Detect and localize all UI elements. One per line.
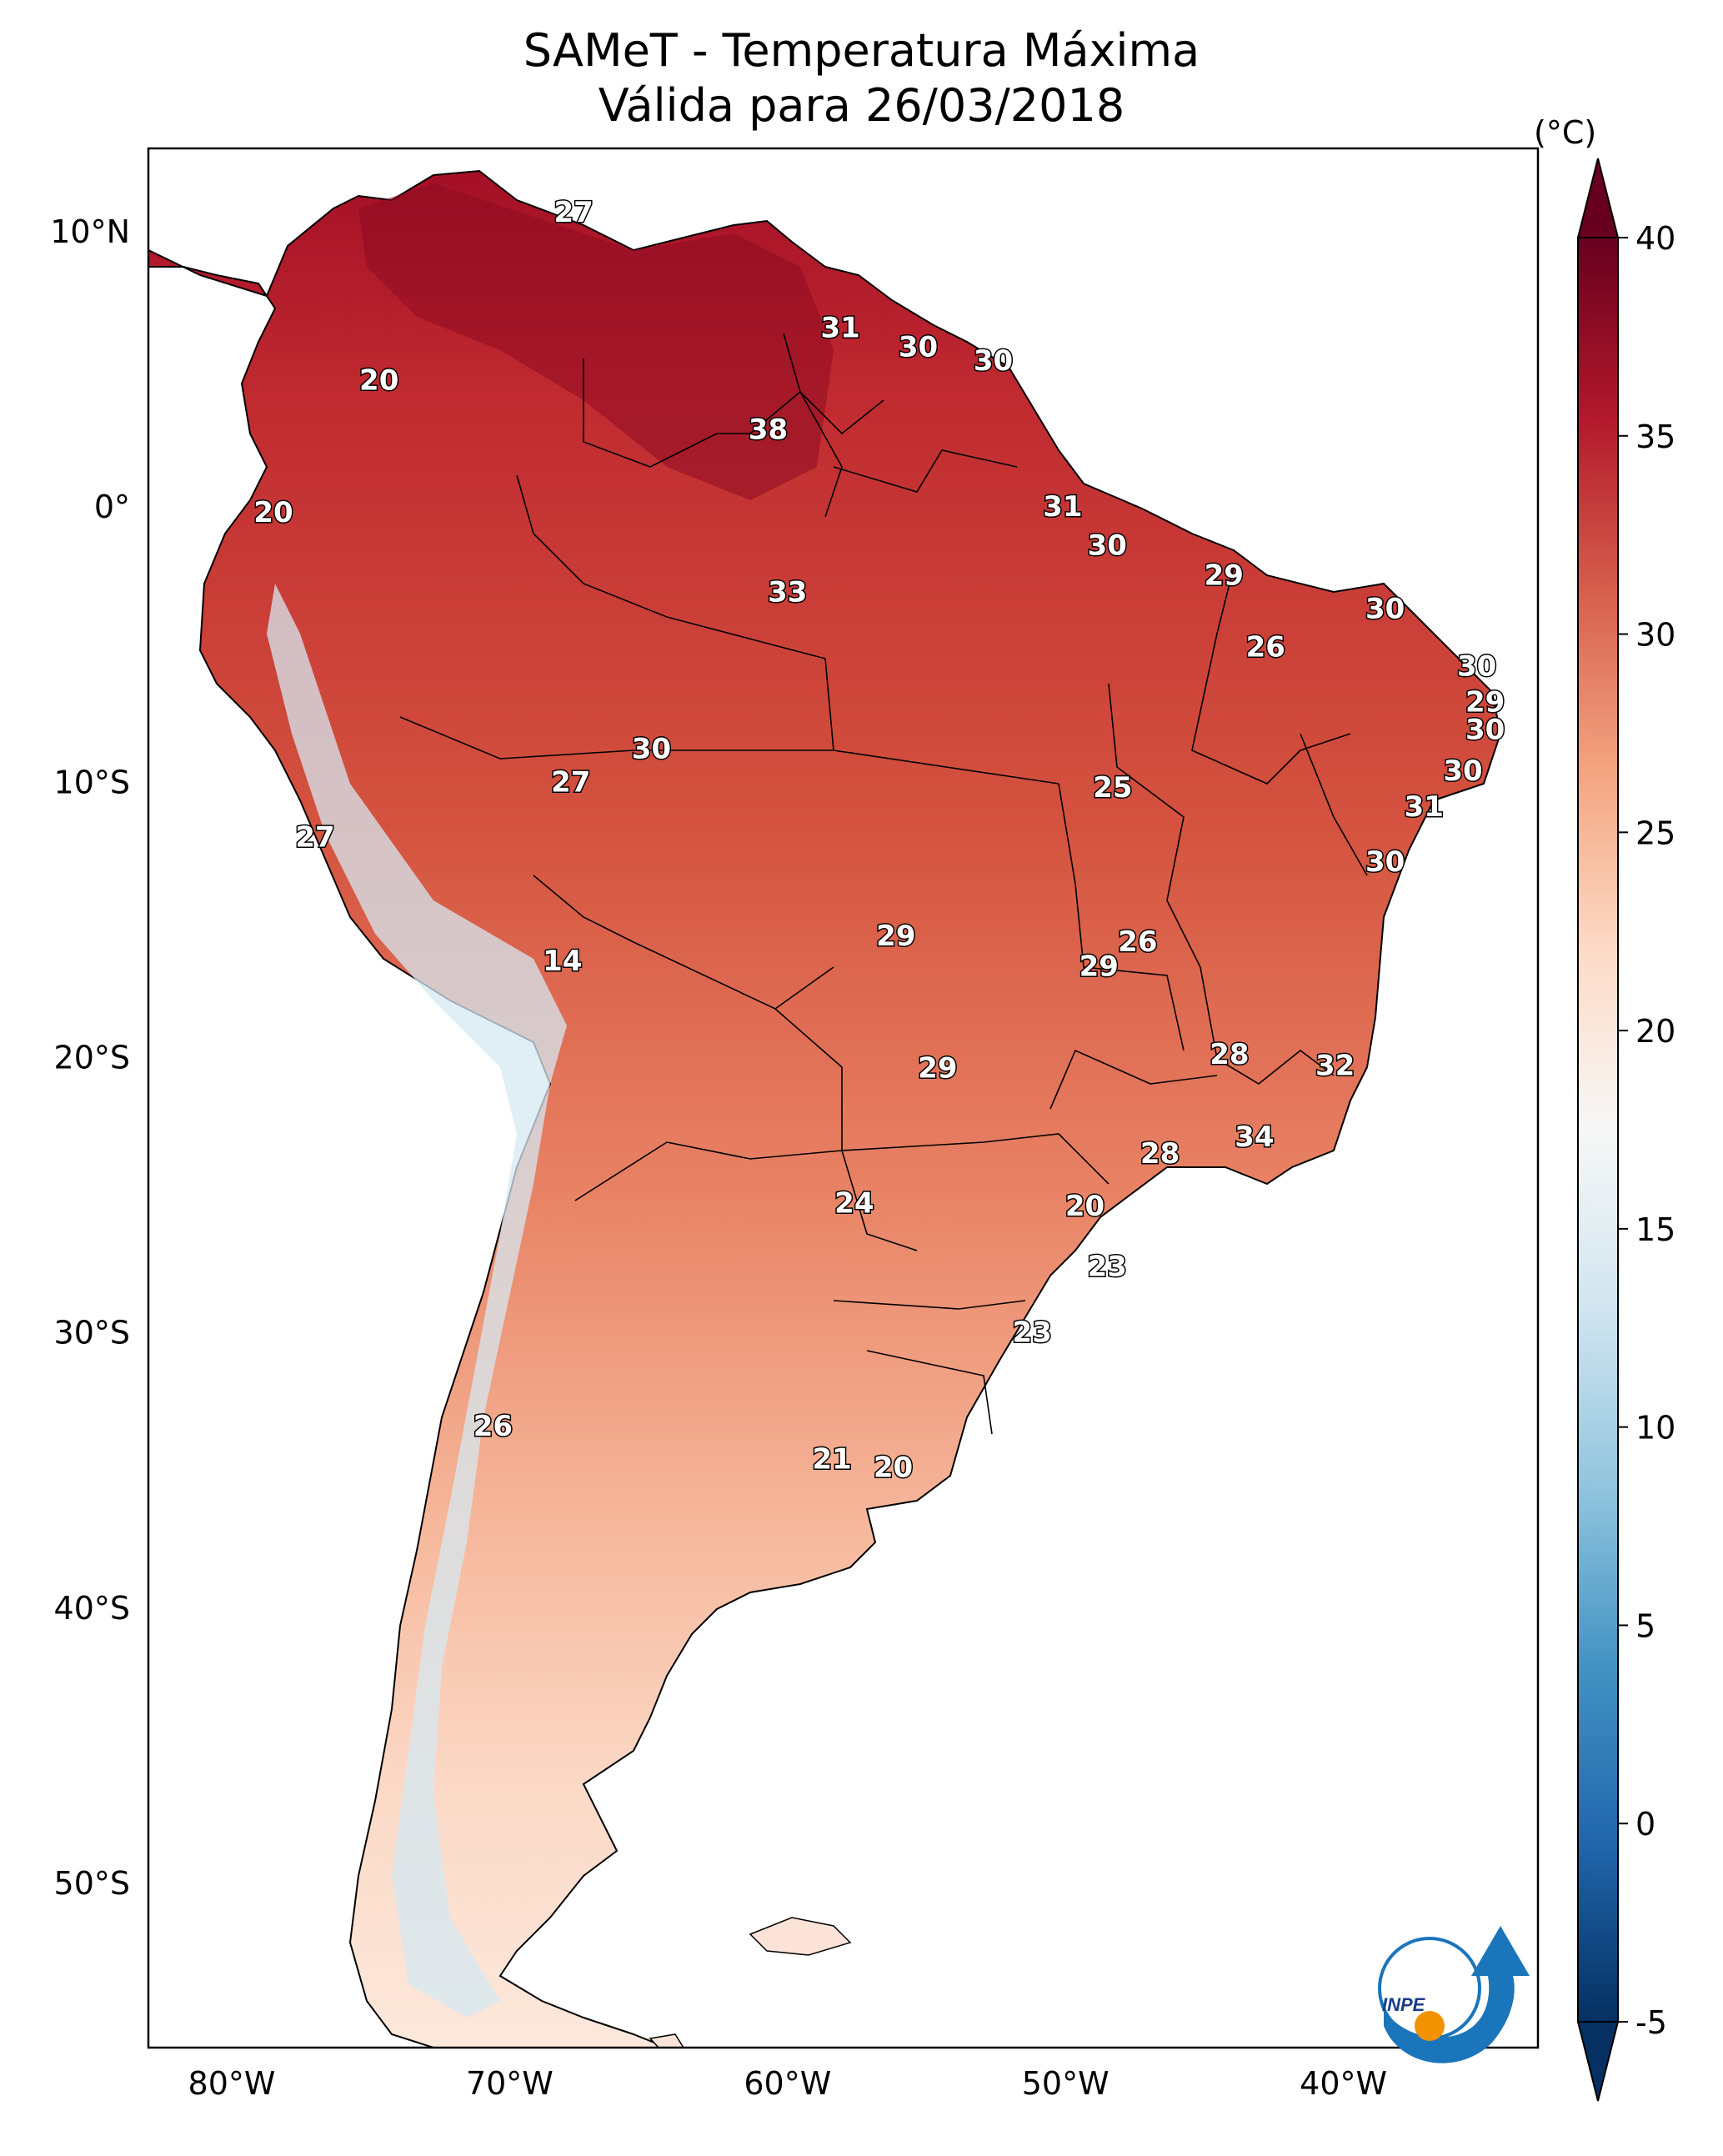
lat-tick-label: 10°N bbox=[50, 213, 130, 250]
colorbar-tick-label: 10 bbox=[1635, 1410, 1675, 1447]
station-value: 26 bbox=[1118, 925, 1157, 959]
station-value: 26 bbox=[1246, 631, 1285, 664]
colorbar-tick-label: 15 bbox=[1635, 1211, 1675, 1248]
latitude-axis: 10°N 0° 10°S 20°S 30°S 40°S 50°S bbox=[50, 213, 130, 1902]
logo-swoosh-icon bbox=[1384, 1926, 1530, 2063]
station-value: 28 bbox=[1140, 1137, 1180, 1171]
colorbar-tick-label: 40 bbox=[1635, 220, 1675, 257]
colorbar-tick-label: 35 bbox=[1635, 419, 1675, 455]
logo-text: INPE bbox=[1382, 1994, 1426, 2015]
station-value: 20 bbox=[253, 496, 293, 529]
station-value: 23 bbox=[1013, 1316, 1052, 1350]
andes-cool-band bbox=[267, 584, 567, 2018]
station-value: 32 bbox=[1315, 1049, 1355, 1082]
station-value: 30 bbox=[974, 344, 1013, 378]
colorbar-tick-label: 0 bbox=[1635, 1806, 1655, 1843]
country-borders bbox=[399, 333, 1368, 1435]
patagonia-islands bbox=[649, 1917, 852, 2048]
colorbar-tick-label: 30 bbox=[1635, 617, 1675, 654]
station-value: 29 bbox=[1465, 686, 1505, 720]
station-value: 30 bbox=[1465, 714, 1505, 747]
station-value: 30 bbox=[1443, 755, 1482, 788]
lat-tick-label: 50°S bbox=[54, 1865, 130, 1902]
lon-tick-label: 40°W bbox=[1300, 2065, 1387, 2102]
lat-tick-label: 0° bbox=[94, 489, 130, 525]
inpe-logo: INPE bbox=[1378, 1926, 1530, 2063]
station-value: 38 bbox=[749, 414, 788, 447]
lat-tick-label: 40°S bbox=[54, 1590, 130, 1627]
title-line-1: SAMeT - Temperatura Máxima bbox=[523, 24, 1200, 77]
station-value: 30 bbox=[1457, 650, 1496, 684]
lon-tick-label: 70°W bbox=[466, 2065, 553, 2102]
station-value: 26 bbox=[473, 1410, 513, 1443]
station-value: 27 bbox=[295, 820, 334, 854]
station-value: 31 bbox=[1043, 490, 1082, 524]
station-value: 21 bbox=[812, 1442, 851, 1476]
colorbar-tick-label: 5 bbox=[1635, 1607, 1655, 1644]
lat-tick-label: 30°S bbox=[54, 1315, 130, 1351]
station-value: 30 bbox=[899, 331, 938, 364]
station-value: 29 bbox=[1205, 559, 1244, 593]
logo-sun-icon bbox=[1415, 2011, 1445, 2041]
station-value: 28 bbox=[1210, 1038, 1249, 1071]
station-value: 25 bbox=[1093, 771, 1132, 805]
title-line-2: Válida para 26/03/2018 bbox=[598, 79, 1125, 132]
colorbar-tick-label: 25 bbox=[1635, 815, 1675, 851]
station-value: 33 bbox=[768, 576, 807, 609]
station-value: 29 bbox=[918, 1052, 957, 1086]
colorbar-upper-extension bbox=[1576, 158, 1620, 238]
map-frame bbox=[147, 147, 1540, 2049]
lat-tick-label: 10°S bbox=[54, 764, 130, 800]
longitude-axis: 80°W 70°W 60°W 50°W 40°W bbox=[188, 2065, 1388, 2102]
station-value: 27 bbox=[553, 196, 593, 229]
station-value: 29 bbox=[1079, 950, 1119, 984]
colorbar-tick-label: -5 bbox=[1635, 2004, 1667, 2041]
lon-tick-label: 50°W bbox=[1022, 2065, 1109, 2102]
lat-tick-label: 20°S bbox=[54, 1039, 130, 1075]
map-title: SAMeT - Temperatura Máxima Válida para 2… bbox=[0, 23, 1723, 133]
colorbar-unit: (°C) bbox=[1534, 114, 1596, 151]
station-value: 20 bbox=[874, 1451, 913, 1484]
station-value: 27 bbox=[551, 765, 590, 799]
station-value: 31 bbox=[821, 312, 860, 345]
colorbar-gradient bbox=[1577, 237, 1619, 2023]
lon-tick-label: 60°W bbox=[744, 2065, 831, 2102]
station-value: 24 bbox=[834, 1186, 874, 1220]
colorbar-ticks: 40 35 30 25 20 15 10 5 0 -5 bbox=[1618, 220, 1675, 2041]
station-value: 20 bbox=[359, 364, 398, 397]
colorbar-lower-extension bbox=[1576, 2021, 1620, 2102]
colorbar-tick-label: 20 bbox=[1635, 1013, 1675, 1050]
station-value: 23 bbox=[1088, 1250, 1127, 1283]
station-value: 30 bbox=[1088, 529, 1127, 562]
station-value: 14 bbox=[543, 945, 582, 978]
station-value: 30 bbox=[1365, 592, 1405, 625]
northern-hot-zone bbox=[358, 183, 834, 500]
station-value: 31 bbox=[1405, 790, 1444, 824]
colorbar: (°C) 40 35 30 25 20 15 10 5 0 -5 bbox=[1534, 114, 1675, 2102]
station-value: 20 bbox=[1065, 1190, 1104, 1223]
south-america-landmass bbox=[148, 169, 1502, 2048]
station-value: 34 bbox=[1235, 1121, 1274, 1154]
station-value: 30 bbox=[1365, 845, 1405, 879]
station-value: 29 bbox=[876, 920, 915, 953]
lon-tick-label: 80°W bbox=[188, 2065, 276, 2102]
station-value: 30 bbox=[632, 733, 671, 766]
